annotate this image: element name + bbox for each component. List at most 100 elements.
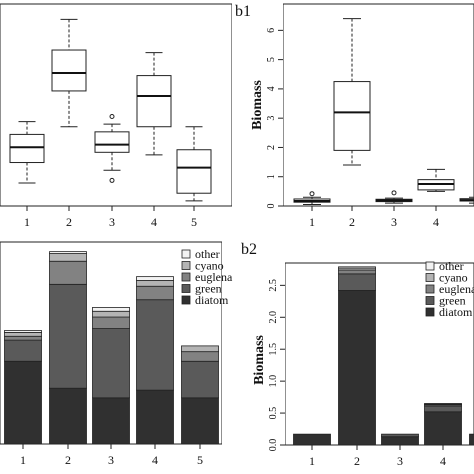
panel-b1 [283,3,474,207]
bar-segment-other [4,330,42,333]
box-group-3 [94,114,130,183]
bar-stack-5 [469,433,474,446]
plot-frame [285,262,474,446]
bar-segment-other [136,276,174,281]
bar-segment-diatom [381,436,419,446]
bar-segment-diatom [469,433,474,446]
bar-stack-5 [181,345,219,445]
bar-segment-diatom [136,389,174,445]
box-group-1 [9,121,45,184]
bar-segment-diatom [4,360,42,445]
y-tick-label: 6 [266,28,277,33]
legend-label-green: green [195,282,222,296]
bar-stack-4 [136,276,174,445]
bar-segment-green [92,328,130,399]
x-tick-label: 1 [24,215,30,229]
box-group-4 [417,168,455,192]
outlier-point [391,190,397,196]
x-tick-label: 3 [108,453,114,467]
bar-segment-cyano [181,345,219,353]
legend-swatch-euglena [181,272,191,282]
x-tick-label: 4 [433,215,439,229]
x-tick-label: 1 [309,454,315,468]
bar-segment-cyano [4,332,42,337]
bar-stack-1 [293,433,331,446]
y-tick-label: 5 [266,57,277,62]
bar-segment-other [424,403,462,405]
box-group-3 [375,190,413,204]
bar-stack-3 [381,433,419,446]
bar-stack-3 [92,307,130,445]
legend-label-euglena: euglena [439,282,474,296]
bar-segment-other [338,266,376,269]
box-group-4 [136,52,172,156]
panel-label: b2 [241,241,257,258]
box [51,49,87,92]
panel-label: b1 [235,3,251,20]
legend-swatch-green [181,284,191,293]
legend-swatch-other [181,249,191,259]
legend-swatch-cyano [181,261,191,270]
bar-segment-cyano [136,280,174,287]
x-tick-label: 2 [349,215,355,229]
legend-label-diatom: diatom [195,293,229,307]
box-group-2 [51,18,87,128]
bar-segment-green [181,360,219,399]
bar-segment-cyano [92,310,130,318]
bar-segment-cyano [49,253,87,262]
bar-segment-other [49,251,87,254]
bar-segment-euglena [338,269,376,275]
box-group-2 [333,18,371,166]
bar-segment-diatom [293,433,331,446]
box [136,75,172,128]
bar-segment-diatom [92,397,130,445]
legend-label-diatom: diatom [439,305,473,319]
bar-segment-green [49,283,87,389]
y-tick-label: 1 [266,174,277,179]
x-tick-label: 2 [354,454,360,468]
legend-swatch-cyano [425,273,435,282]
legend-label-green: green [439,294,466,308]
y-tick-label: 0.0 [268,439,279,452]
bar-segment-euglena [136,285,174,301]
y-axis-label: Biomass [250,80,265,130]
legend-swatch-other [425,261,435,271]
y-axis-label: Biomass [252,335,267,385]
box-group-1 [293,191,331,206]
y-tick-label: 3 [266,116,277,121]
bar-stack-1 [4,330,42,445]
x-tick-label: 3 [391,215,397,229]
outlier-point [109,177,115,183]
box [94,131,130,153]
x-tick-label: 5 [191,215,197,229]
bar-segment-diatom [424,411,462,446]
x-tick-label: 2 [65,453,71,467]
bar-segment-euglena [181,351,219,362]
bar-segment-green [4,339,42,362]
panel-p0 [0,3,232,207]
bar-segment-green [136,299,174,391]
x-tick-label: 4 [152,453,158,467]
legend-label-other: other [439,259,464,273]
bar-segment-euglena [49,260,87,285]
box [176,149,212,194]
bar-segment-euglena [92,316,130,329]
outlier-point [309,191,315,197]
box-group-5 [459,196,474,204]
legend-swatch-green [425,296,435,305]
bar-segment-green [338,273,376,291]
bar-segment-diatom [338,290,376,446]
legend-label-cyano: cyano [195,259,224,273]
legend-label-cyano: cyano [439,271,468,285]
plot-frame [283,3,474,207]
x-tick-label: 4 [440,454,446,468]
y-tick-label: 0 [266,204,277,209]
bar-segment-diatom [49,387,87,445]
y-tick-label: 0.5 [268,407,279,420]
y-tick-label: 2.5 [268,279,279,292]
legend-swatch-diatom [425,307,435,317]
legend-label-euglena: euglena [195,270,233,284]
box [333,81,371,151]
y-tick-label: 1.0 [268,375,279,388]
